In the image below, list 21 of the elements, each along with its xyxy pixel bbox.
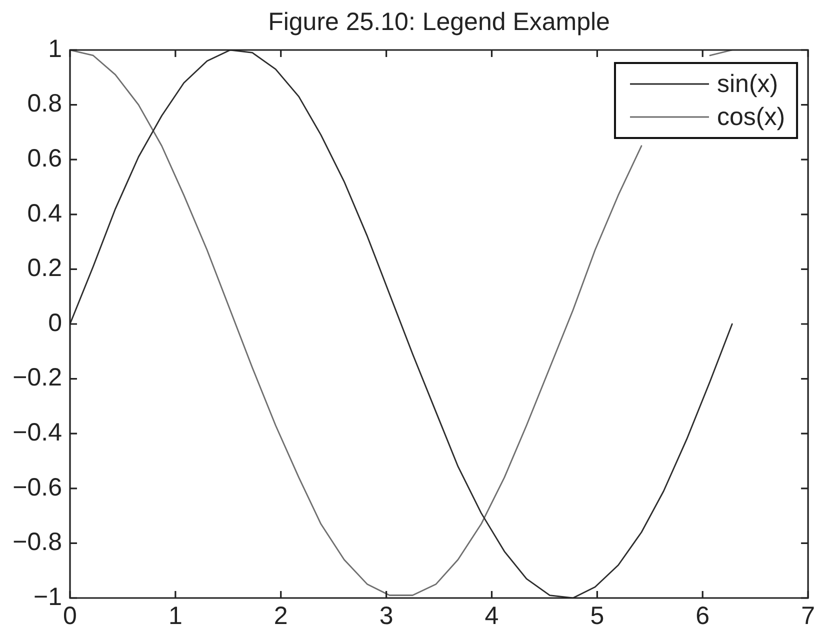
- y-tick-label: 1: [48, 34, 62, 63]
- y-tick-label: −0.4: [12, 418, 62, 446]
- x-tick-label: 1: [168, 602, 182, 630]
- y-tick-label: −0.8: [12, 528, 62, 556]
- legend-label: sin(x): [716, 70, 778, 98]
- y-tick-label: −1: [33, 582, 62, 611]
- legend-label: cos(x): [716, 102, 786, 131]
- y-tick-label: 0: [48, 308, 62, 337]
- y-tick-label: −0.6: [12, 473, 62, 502]
- y-tick-label: 0.8: [27, 90, 62, 118]
- x-tick-label: 3: [379, 602, 394, 630]
- x-tick-label: 4: [484, 602, 499, 630]
- chart-title: Figure 25.10: Legend Example: [268, 8, 610, 36]
- y-tick-label: 0.6: [27, 144, 62, 172]
- x-tick-label: 7: [801, 602, 815, 630]
- x-tick-label: 5: [590, 602, 604, 630]
- x-tick-label: 6: [696, 602, 710, 630]
- y-tick-label: 0.2: [27, 254, 62, 282]
- x-tick-label: 2: [274, 602, 288, 630]
- y-tick-label: 0.4: [27, 199, 62, 228]
- y-tick-label: −0.2: [12, 364, 62, 392]
